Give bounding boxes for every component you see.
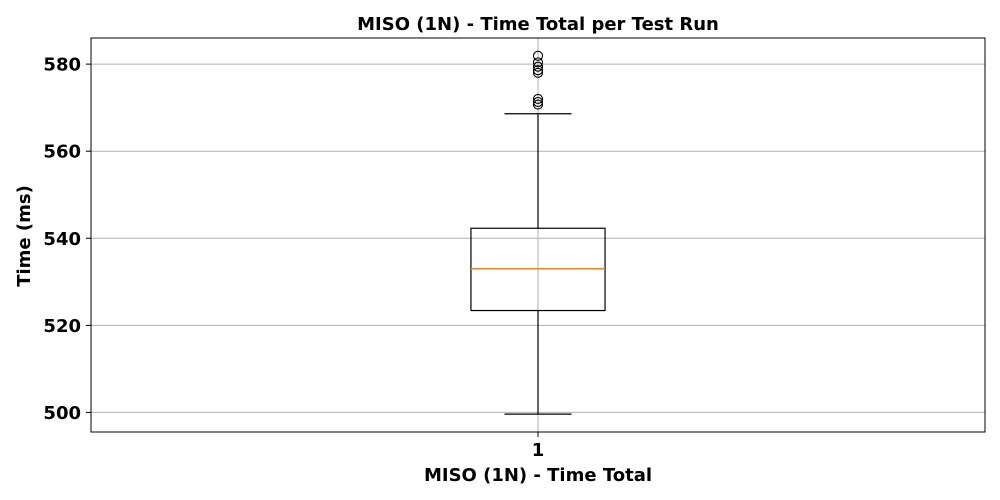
y-tick-label: 520 (43, 316, 81, 337)
outlier-point (532, 67, 544, 78)
outlier-point (532, 96, 544, 108)
y-axis-ticks: 500 520 540 560 580 (43, 55, 91, 424)
outlier-point (532, 57, 544, 68)
x-tick-label: 1 (532, 440, 545, 461)
outlier-point (532, 61, 544, 72)
chart-title: MISO (1N) - Time Total per Test Run (357, 14, 719, 35)
y-tick-label: 580 (43, 55, 81, 76)
y-tick-label: 560 (43, 142, 81, 163)
outlier-point (532, 93, 544, 105)
outlier-point (532, 50, 544, 61)
outlier-point (532, 99, 544, 110)
x-axis-ticks: 1 (532, 432, 545, 461)
x-axis-label: MISO (1N) - Time Total (424, 465, 652, 486)
boxes (470, 50, 606, 415)
y-tick-label: 540 (43, 229, 81, 250)
outlier-point (532, 65, 544, 76)
y-axis-label: Time (ms) (14, 185, 35, 287)
y-tick-label: 500 (43, 403, 81, 424)
